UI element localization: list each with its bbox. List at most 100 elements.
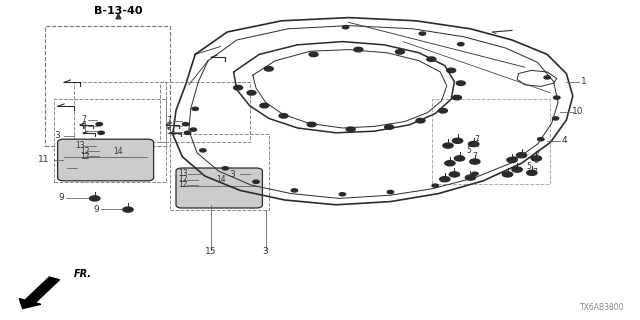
Text: 6: 6 (474, 140, 479, 149)
Circle shape (307, 122, 316, 127)
Circle shape (458, 43, 464, 46)
Circle shape (554, 96, 560, 99)
Circle shape (443, 143, 453, 148)
Circle shape (472, 172, 478, 175)
Circle shape (190, 128, 196, 131)
Bar (170, 134, 269, 210)
Circle shape (234, 85, 243, 90)
Text: 6: 6 (81, 121, 86, 130)
Text: 5: 5 (166, 127, 171, 136)
Circle shape (470, 159, 480, 164)
Text: 5: 5 (526, 162, 531, 171)
Circle shape (123, 207, 133, 212)
Text: 6: 6 (166, 122, 171, 131)
Circle shape (182, 123, 189, 126)
Circle shape (416, 118, 425, 123)
Text: 10: 10 (572, 108, 583, 116)
FancyArrow shape (19, 277, 60, 308)
Text: 9: 9 (58, 193, 64, 202)
Circle shape (184, 131, 191, 134)
Circle shape (396, 50, 404, 54)
Text: 4: 4 (562, 136, 567, 145)
Circle shape (253, 180, 259, 183)
Bar (74, 82, 166, 142)
Text: 7: 7 (474, 135, 479, 144)
Text: 15: 15 (205, 247, 217, 256)
Bar (432, 99, 550, 184)
Text: 7: 7 (472, 152, 477, 161)
FancyBboxPatch shape (176, 168, 262, 208)
Circle shape (264, 67, 273, 71)
Text: 7: 7 (81, 116, 86, 124)
Text: 7: 7 (166, 116, 171, 125)
Text: TX6AB3800: TX6AB3800 (579, 303, 624, 312)
Circle shape (527, 170, 537, 175)
FancyBboxPatch shape (58, 139, 154, 181)
Circle shape (445, 161, 455, 166)
Circle shape (260, 103, 269, 108)
Circle shape (291, 189, 298, 192)
Text: 1: 1 (581, 77, 586, 86)
Circle shape (552, 117, 559, 120)
Circle shape (447, 68, 456, 73)
Circle shape (544, 76, 550, 79)
Circle shape (96, 123, 102, 126)
Circle shape (279, 114, 288, 118)
Circle shape (200, 149, 206, 152)
Text: 5: 5 (81, 126, 86, 135)
Circle shape (222, 167, 228, 170)
Text: 7: 7 (532, 168, 537, 177)
Circle shape (440, 177, 450, 182)
Text: 3: 3 (230, 170, 236, 179)
Text: 3: 3 (54, 132, 60, 140)
Circle shape (468, 141, 479, 147)
Circle shape (90, 196, 100, 201)
Circle shape (385, 125, 394, 129)
Circle shape (502, 172, 513, 177)
Circle shape (512, 167, 522, 172)
Circle shape (346, 127, 355, 132)
Circle shape (507, 157, 517, 163)
Circle shape (516, 153, 527, 158)
Text: 3: 3 (263, 247, 268, 256)
Circle shape (432, 184, 438, 187)
Circle shape (387, 190, 394, 194)
Circle shape (427, 57, 436, 61)
Circle shape (98, 131, 104, 134)
Bar (45, 26, 170, 146)
Circle shape (309, 52, 318, 57)
Circle shape (339, 193, 346, 196)
Circle shape (538, 138, 544, 141)
Text: FR.: FR. (74, 268, 92, 279)
Bar (54, 99, 166, 182)
Bar (160, 82, 250, 142)
Text: 7: 7 (534, 151, 539, 160)
Circle shape (511, 157, 517, 160)
Text: 14: 14 (113, 147, 124, 156)
Circle shape (192, 107, 198, 110)
Text: 6: 6 (534, 156, 539, 165)
Circle shape (452, 138, 463, 143)
Text: 11: 11 (38, 156, 50, 164)
Text: 13: 13 (76, 141, 85, 150)
Circle shape (531, 156, 541, 161)
Circle shape (454, 156, 465, 161)
Circle shape (438, 108, 447, 113)
Text: B-13-40: B-13-40 (94, 6, 143, 16)
Text: 12: 12 (80, 152, 90, 161)
Circle shape (465, 175, 476, 180)
Text: 12: 12 (80, 147, 90, 156)
Text: 9: 9 (93, 205, 99, 214)
Circle shape (342, 26, 349, 29)
Circle shape (419, 32, 426, 35)
Circle shape (449, 172, 460, 177)
Circle shape (354, 47, 363, 52)
Text: 12: 12 (178, 175, 188, 184)
Circle shape (247, 91, 256, 95)
Text: 14: 14 (216, 175, 226, 184)
Circle shape (452, 95, 461, 100)
Text: 13: 13 (178, 169, 188, 178)
Text: 5: 5 (467, 146, 472, 155)
Circle shape (456, 81, 465, 85)
Text: 12: 12 (178, 180, 188, 189)
